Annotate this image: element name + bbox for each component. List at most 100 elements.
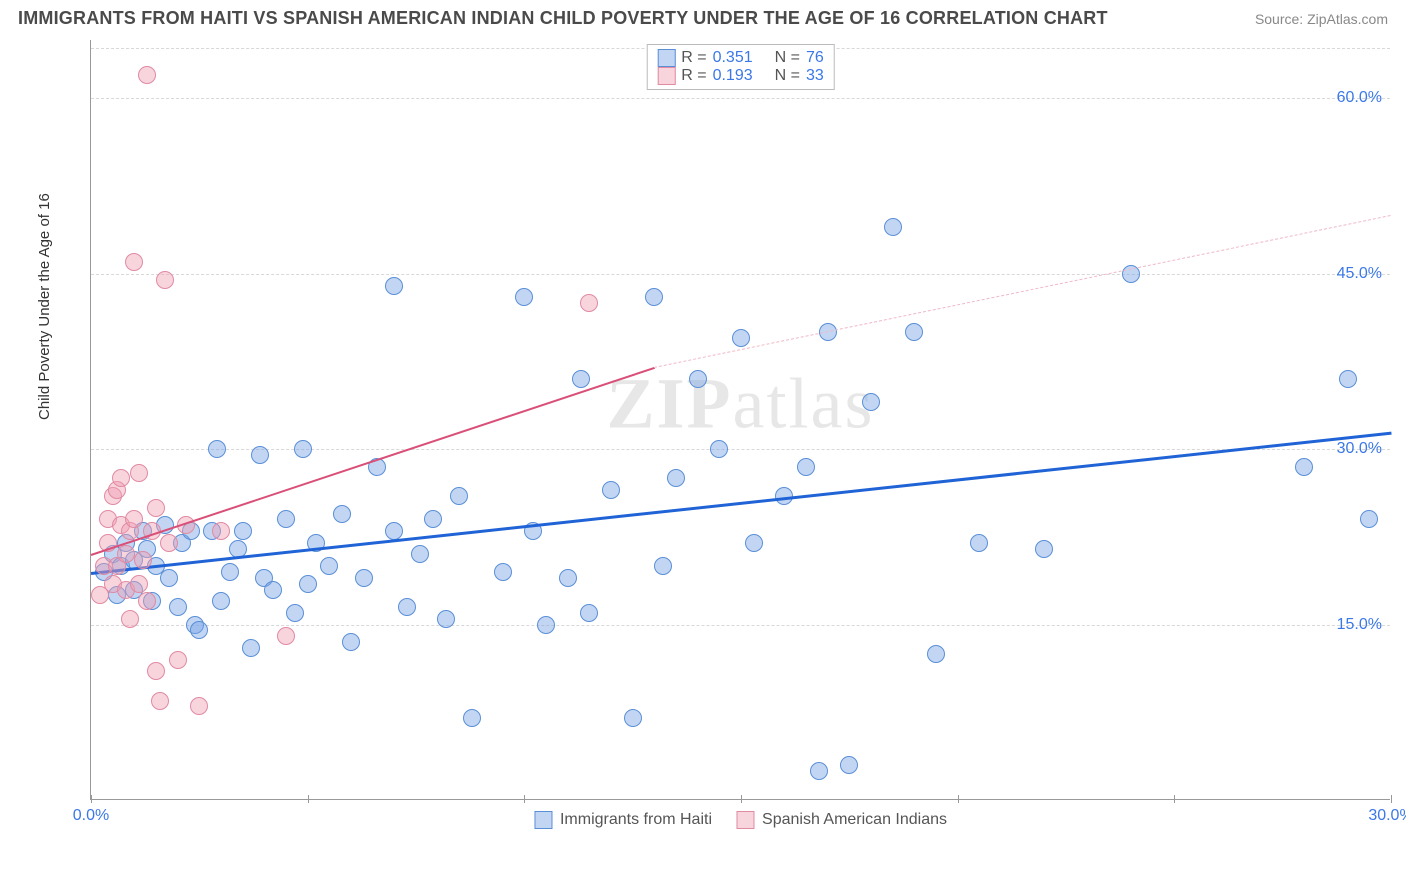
x-tick [741, 795, 742, 803]
x-tick [308, 795, 309, 803]
data-point [884, 218, 902, 236]
data-point [654, 557, 672, 575]
data-point [355, 569, 373, 587]
legend-label: Immigrants from Haiti [560, 811, 712, 829]
y-tick-label: 45.0% [1337, 265, 1382, 283]
data-point [121, 610, 139, 628]
legend-series: Immigrants from Haiti Spanish American In… [534, 811, 947, 829]
data-point [710, 440, 728, 458]
data-point [125, 253, 143, 271]
data-point [970, 534, 988, 552]
data-point [797, 458, 815, 476]
data-point [667, 469, 685, 487]
legend-n-label: N = [775, 67, 800, 85]
chart-title: IMMIGRANTS FROM HAITI VS SPANISH AMERICA… [18, 8, 1108, 29]
chart-container: Child Poverty Under the Age of 16 ZIPatl… [50, 40, 1390, 840]
data-point [572, 370, 590, 388]
data-point [294, 440, 312, 458]
data-point [299, 575, 317, 593]
data-point [234, 522, 252, 540]
data-point [333, 505, 351, 523]
legend-item: Spanish American Indians [736, 811, 947, 829]
data-point [242, 639, 260, 657]
data-point [463, 709, 481, 727]
legend-item: Immigrants from Haiti [534, 811, 712, 829]
source-label: Source: ZipAtlas.com [1255, 11, 1388, 27]
data-point [398, 598, 416, 616]
data-point [208, 440, 226, 458]
data-point [130, 575, 148, 593]
data-point [151, 692, 169, 710]
data-point [160, 534, 178, 552]
trend-line [91, 432, 1391, 575]
watermark: ZIPatlas [607, 363, 875, 446]
data-point [810, 762, 828, 780]
data-point [537, 616, 555, 634]
trend-line [91, 367, 655, 556]
data-point [580, 604, 598, 622]
y-tick-label: 15.0% [1337, 616, 1382, 634]
legend-swatch [736, 811, 754, 829]
plot-area: ZIPatlas R =0.351N =76R =0.193N =33 Immi… [90, 40, 1390, 800]
data-point [160, 569, 178, 587]
data-point [1295, 458, 1313, 476]
data-point [138, 66, 156, 84]
data-point [147, 499, 165, 517]
data-point [559, 569, 577, 587]
data-point [905, 323, 923, 341]
data-point [385, 522, 403, 540]
legend-n-label: N = [775, 49, 800, 67]
data-point [169, 598, 187, 616]
data-point [424, 510, 442, 528]
legend-n-value: 76 [806, 49, 824, 67]
data-point [602, 481, 620, 499]
data-point [169, 651, 187, 669]
header: IMMIGRANTS FROM HAITI VS SPANISH AMERICA… [0, 0, 1406, 33]
data-point [515, 288, 533, 306]
x-tick [1174, 795, 1175, 803]
trend-line [654, 215, 1391, 368]
data-point [130, 464, 148, 482]
data-point [745, 534, 763, 552]
data-point [385, 277, 403, 295]
legend-swatch [534, 811, 552, 829]
data-point [190, 621, 208, 639]
legend-swatch [657, 49, 675, 67]
data-point [450, 487, 468, 505]
legend-row: R =0.193N =33 [657, 67, 824, 85]
data-point [862, 393, 880, 411]
data-point [147, 662, 165, 680]
data-point [251, 446, 269, 464]
gridline [91, 625, 1390, 626]
data-point [125, 510, 143, 528]
data-point [221, 563, 239, 581]
y-tick-label: 60.0% [1337, 89, 1382, 107]
data-point [320, 557, 338, 575]
data-point [264, 581, 282, 599]
gridline [91, 274, 1390, 275]
data-point [732, 329, 750, 347]
data-point [689, 370, 707, 388]
data-point [156, 271, 174, 289]
data-point [1339, 370, 1357, 388]
legend-r-value: 0.193 [713, 67, 753, 85]
legend-r-label: R = [681, 49, 706, 67]
x-tick [91, 795, 92, 803]
data-point [437, 610, 455, 628]
data-point [117, 545, 135, 563]
data-point [342, 633, 360, 651]
y-tick-label: 30.0% [1337, 440, 1382, 458]
data-point [138, 592, 156, 610]
data-point [277, 510, 295, 528]
x-tick-label: 0.0% [73, 807, 109, 825]
data-point [112, 469, 130, 487]
y-axis-label: Child Poverty Under the Age of 16 [36, 193, 53, 420]
gridline [91, 98, 1390, 99]
data-point [840, 756, 858, 774]
data-point [212, 592, 230, 610]
x-tick [958, 795, 959, 803]
legend-swatch [657, 67, 675, 85]
data-point [645, 288, 663, 306]
legend-r-label: R = [681, 67, 706, 85]
data-point [277, 627, 295, 645]
